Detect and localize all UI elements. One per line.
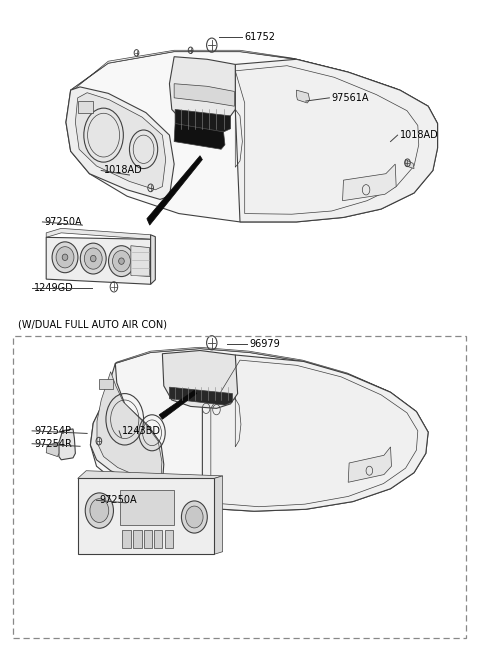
Ellipse shape bbox=[84, 248, 102, 269]
Text: 1243BD: 1243BD bbox=[121, 426, 160, 436]
Ellipse shape bbox=[52, 242, 78, 273]
Polygon shape bbox=[115, 347, 428, 432]
Polygon shape bbox=[159, 390, 197, 419]
Text: 1018AD: 1018AD bbox=[400, 130, 439, 140]
Bar bbox=[133, 530, 142, 548]
Bar bbox=[99, 379, 113, 389]
Ellipse shape bbox=[186, 506, 203, 528]
Text: 97250A: 97250A bbox=[45, 217, 83, 227]
Polygon shape bbox=[174, 84, 234, 106]
Text: 97250A: 97250A bbox=[99, 495, 136, 505]
Bar bbox=[78, 478, 214, 554]
Text: 97561A: 97561A bbox=[332, 93, 369, 103]
Polygon shape bbox=[97, 372, 162, 482]
Ellipse shape bbox=[181, 501, 207, 533]
Polygon shape bbox=[169, 387, 232, 405]
Bar bbox=[120, 490, 174, 525]
Polygon shape bbox=[66, 52, 438, 222]
Text: 96979: 96979 bbox=[250, 339, 280, 349]
Polygon shape bbox=[169, 56, 235, 127]
Polygon shape bbox=[175, 110, 230, 132]
Text: 97254R: 97254R bbox=[35, 439, 72, 449]
Polygon shape bbox=[131, 246, 150, 277]
Polygon shape bbox=[46, 442, 59, 457]
Polygon shape bbox=[59, 429, 75, 460]
Ellipse shape bbox=[90, 499, 109, 522]
Text: 61752: 61752 bbox=[245, 32, 276, 43]
Ellipse shape bbox=[90, 255, 96, 262]
Polygon shape bbox=[90, 363, 164, 487]
Polygon shape bbox=[162, 350, 238, 408]
Text: 97254P: 97254P bbox=[35, 426, 72, 436]
Polygon shape bbox=[147, 155, 203, 225]
Bar bbox=[78, 101, 93, 113]
Polygon shape bbox=[151, 235, 156, 284]
Text: 1018AD: 1018AD bbox=[104, 165, 143, 176]
Polygon shape bbox=[75, 92, 166, 190]
Polygon shape bbox=[297, 90, 310, 103]
Polygon shape bbox=[203, 355, 428, 511]
Ellipse shape bbox=[108, 246, 134, 277]
Bar bbox=[165, 530, 173, 548]
Text: 1249GD: 1249GD bbox=[35, 283, 74, 293]
Ellipse shape bbox=[62, 254, 68, 260]
Polygon shape bbox=[235, 59, 438, 222]
Ellipse shape bbox=[80, 243, 106, 274]
Ellipse shape bbox=[112, 251, 131, 272]
Bar bbox=[154, 530, 162, 548]
Polygon shape bbox=[90, 348, 428, 511]
Polygon shape bbox=[348, 447, 392, 482]
Polygon shape bbox=[46, 237, 151, 284]
Polygon shape bbox=[343, 164, 396, 201]
Bar bbox=[144, 530, 152, 548]
Polygon shape bbox=[406, 159, 414, 169]
Bar bbox=[122, 530, 131, 548]
Ellipse shape bbox=[119, 258, 124, 264]
Ellipse shape bbox=[85, 493, 113, 528]
Polygon shape bbox=[78, 471, 223, 478]
Polygon shape bbox=[66, 87, 174, 199]
Text: (W/DUAL FULL AUTO AIR CON): (W/DUAL FULL AUTO AIR CON) bbox=[18, 319, 167, 329]
Polygon shape bbox=[214, 476, 223, 554]
Polygon shape bbox=[174, 123, 225, 150]
Ellipse shape bbox=[56, 247, 74, 268]
Polygon shape bbox=[71, 51, 438, 123]
Polygon shape bbox=[46, 228, 151, 239]
